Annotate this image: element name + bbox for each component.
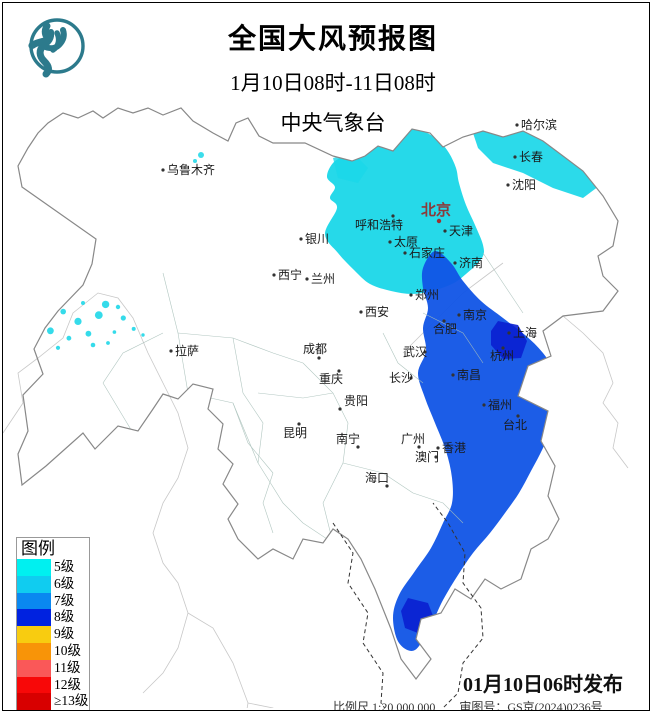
svg-text:拉萨: 拉萨 — [175, 343, 199, 358]
svg-text:西宁: 西宁 — [278, 267, 302, 282]
svg-text:郑州: 郑州 — [415, 287, 439, 302]
svg-text:石家庄: 石家庄 — [409, 245, 445, 260]
svg-text:兰州: 兰州 — [311, 272, 335, 286]
svg-text:武汉: 武汉 — [403, 345, 427, 359]
svg-text:济南: 济南 — [459, 255, 483, 270]
svg-text:广州: 广州 — [401, 432, 425, 446]
svg-text:福州: 福州 — [488, 397, 512, 412]
svg-text:银川: 银川 — [305, 232, 329, 246]
svg-text:合肥: 合肥 — [433, 321, 457, 336]
svg-text:杭州: 杭州 — [490, 348, 514, 363]
svg-text:上海: 上海 — [513, 325, 537, 340]
svg-text:南京: 南京 — [463, 307, 487, 322]
svg-text:澳门: 澳门 — [415, 449, 439, 464]
svg-text:西安: 西安 — [365, 304, 389, 319]
svg-text:重庆: 重庆 — [319, 372, 343, 386]
svg-text:长春: 长春 — [519, 150, 543, 164]
svg-text:昆明: 昆明 — [283, 426, 307, 440]
svg-text:成都: 成都 — [303, 342, 327, 356]
svg-text:香港: 香港 — [442, 441, 466, 455]
svg-text:台北: 台北 — [503, 417, 527, 432]
svg-text:北京: 北京 — [421, 201, 451, 219]
svg-text:乌鲁木齐: 乌鲁木齐 — [167, 162, 215, 177]
svg-text:天津: 天津 — [449, 224, 473, 238]
svg-text:呼和浩特: 呼和浩特 — [355, 217, 403, 232]
svg-text:长沙: 长沙 — [389, 371, 413, 385]
svg-text:海口: 海口 — [365, 470, 389, 485]
svg-text:贵阳: 贵阳 — [344, 394, 368, 408]
svg-text:沈阳: 沈阳 — [512, 177, 536, 192]
svg-text:南昌: 南昌 — [457, 367, 481, 382]
svg-text:南宁: 南宁 — [336, 431, 360, 446]
